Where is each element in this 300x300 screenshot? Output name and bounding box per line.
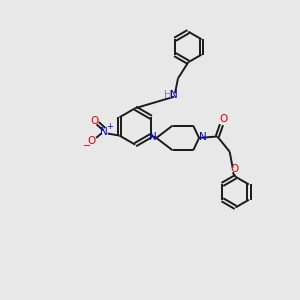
Text: O: O xyxy=(88,136,96,146)
Text: O: O xyxy=(220,114,228,124)
Text: O: O xyxy=(91,116,99,126)
Text: H: H xyxy=(164,90,172,100)
Text: N: N xyxy=(199,132,207,142)
Text: O: O xyxy=(230,164,238,174)
Text: N: N xyxy=(170,90,178,100)
Text: −: − xyxy=(83,141,91,151)
Text: +: + xyxy=(106,122,113,131)
Text: N: N xyxy=(149,132,156,142)
Text: N: N xyxy=(100,127,108,137)
